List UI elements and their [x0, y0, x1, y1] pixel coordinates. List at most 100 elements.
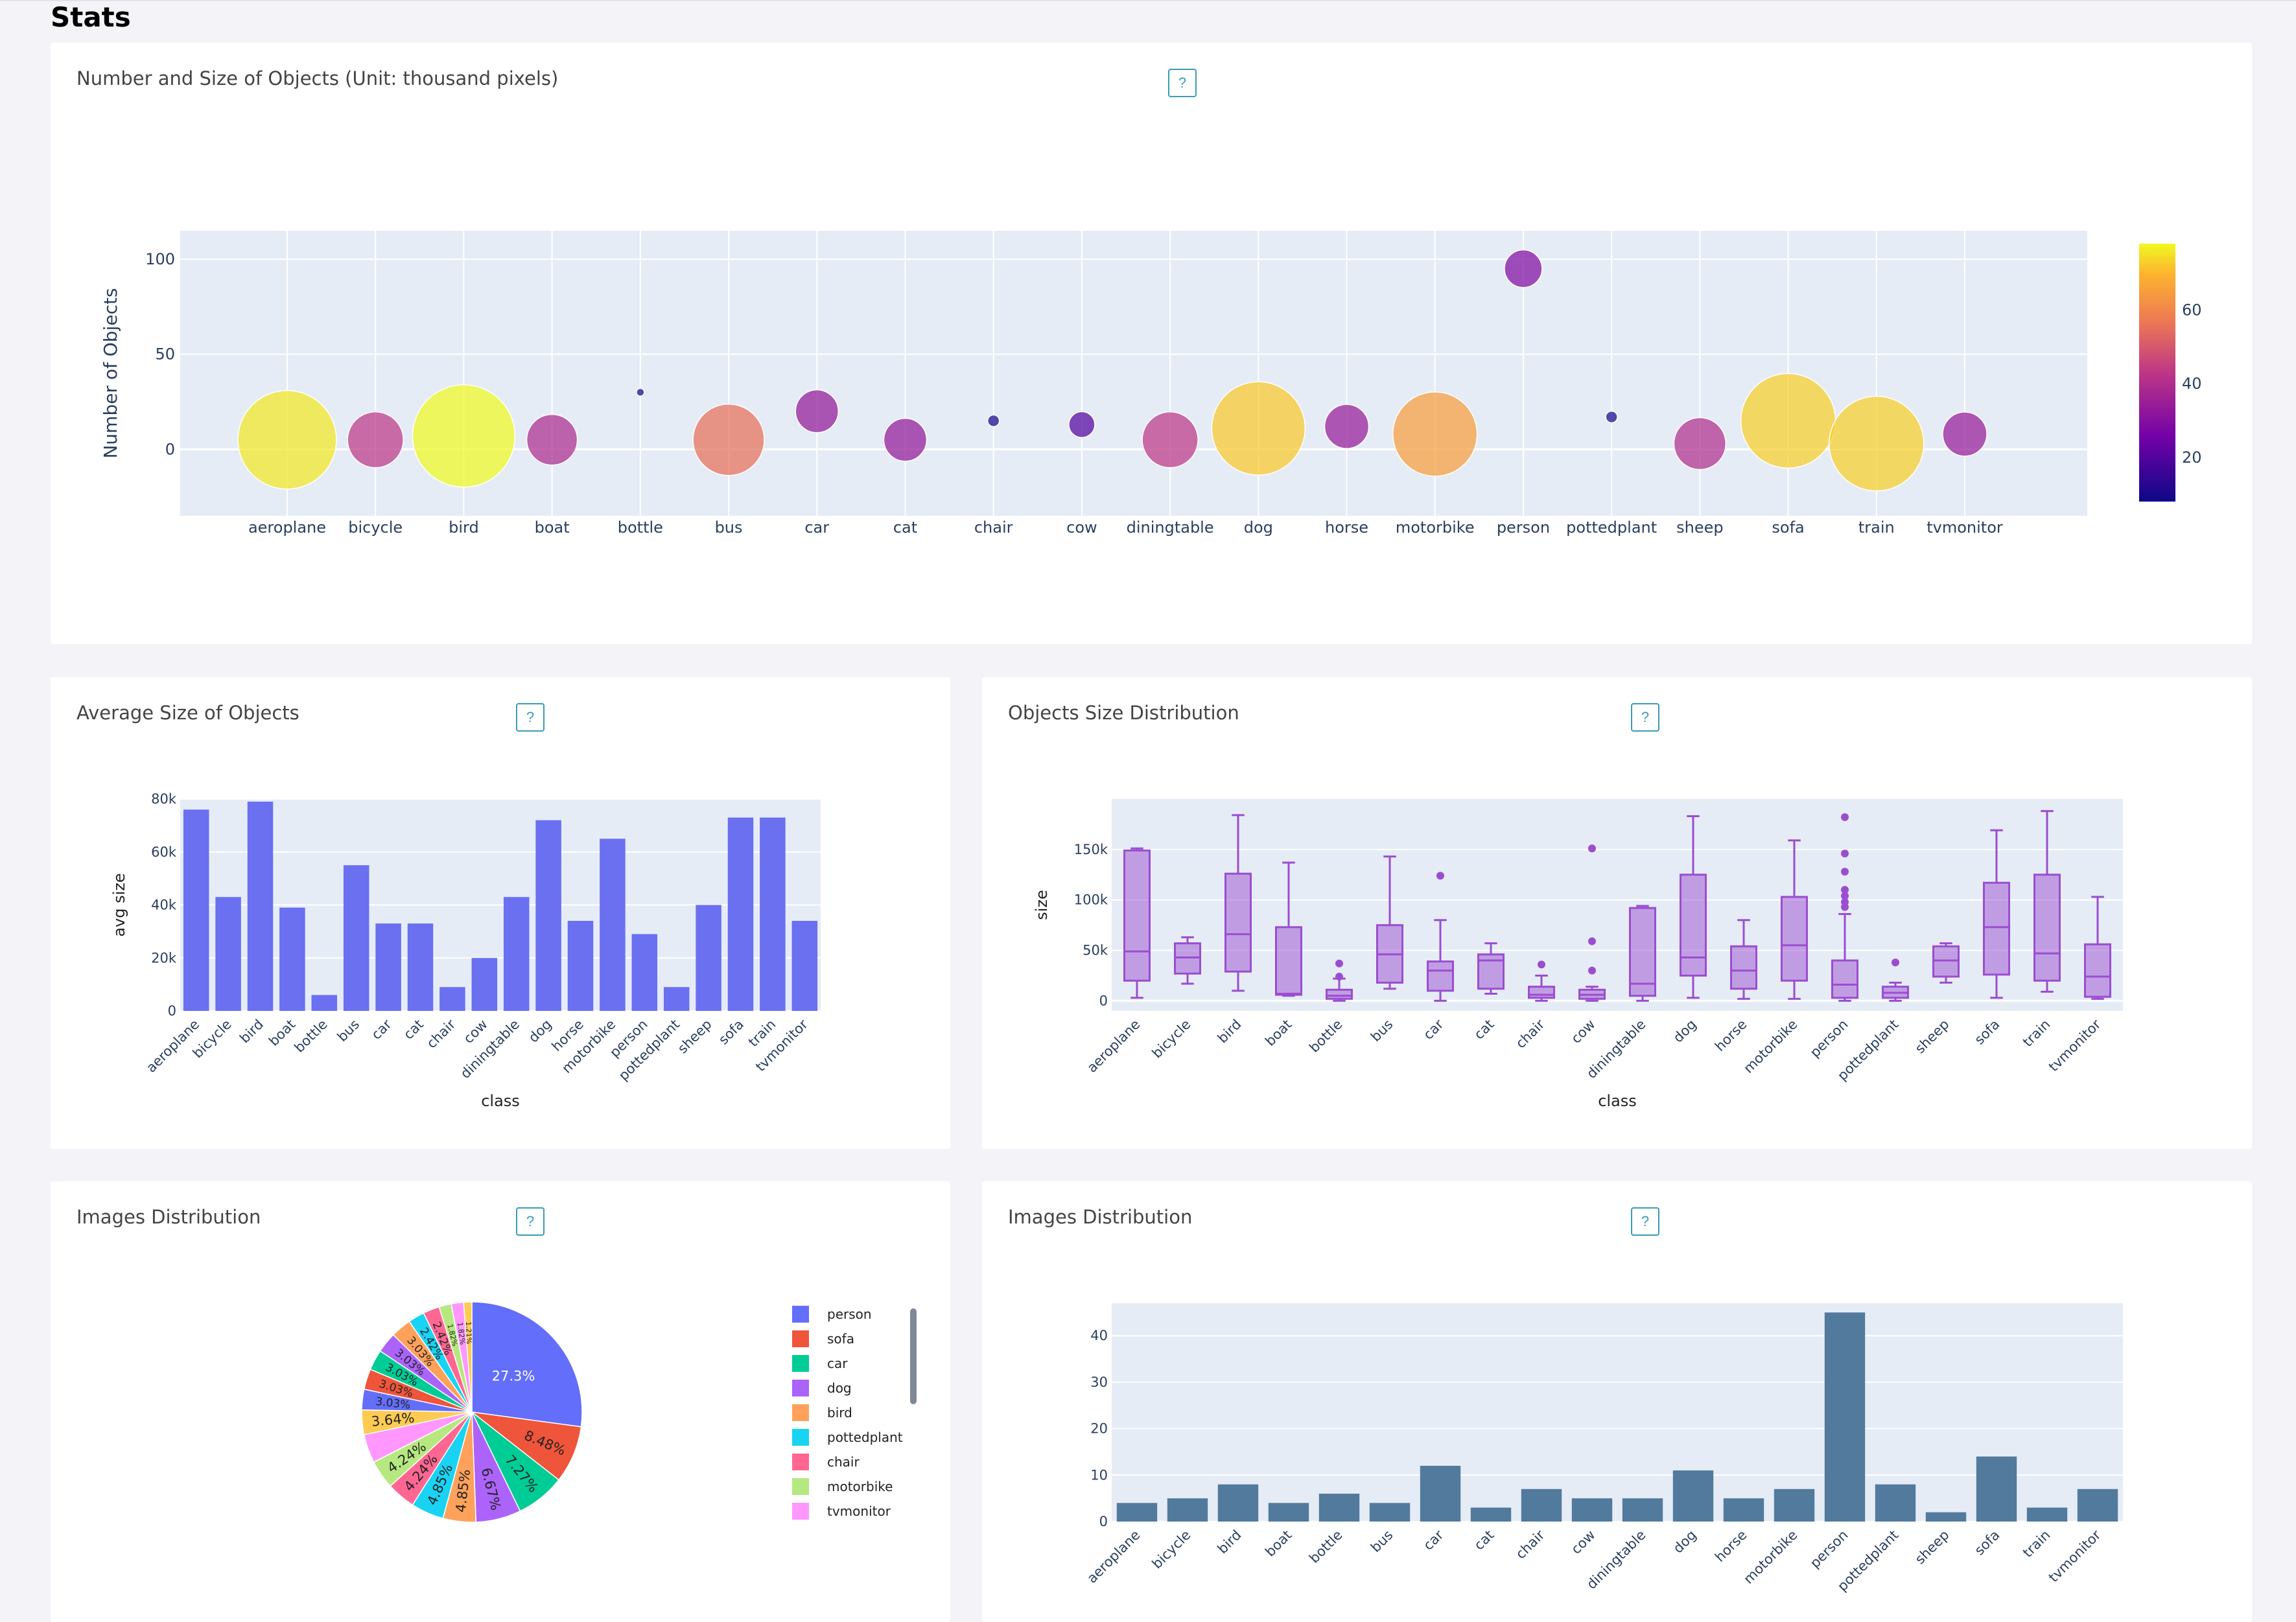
legend-item-chair[interactable]: chair: [792, 1452, 860, 1472]
legend-item-bird[interactable]: bird: [792, 1403, 852, 1422]
legend-item-pottedplant[interactable]: pottedplant: [792, 1428, 903, 1447]
avg-bar-person: [631, 934, 658, 1011]
box-outlier: [1335, 973, 1343, 981]
colorbar-tick-label: 20: [2182, 448, 2202, 467]
img-bar-x-tick-label: person: [1807, 1527, 1851, 1571]
pie-slice-sofa: [470, 1411, 582, 1481]
box-x-tick-label: car: [1420, 1016, 1447, 1043]
box-iqr-motorbike: [1781, 896, 1808, 982]
box-iqr-sheep: [1932, 945, 1960, 978]
img-bar-chair: [1521, 1489, 1562, 1522]
legend-label: pottedplant: [827, 1430, 903, 1445]
colorbar-tick-label: 60: [2182, 301, 2202, 319]
legend-label: chair: [827, 1454, 860, 1470]
box-iqr-boat: [1275, 926, 1302, 996]
bubble-point-tvmonitor: [1942, 411, 1987, 457]
img-bar-bottle: [1318, 1493, 1360, 1522]
img-bar-y-tick-label: 20: [1090, 1421, 1108, 1437]
avg-bar-bicycle: [215, 897, 241, 1011]
avg-y-tick-label: 80k: [151, 791, 177, 807]
avg-bar-train: [760, 817, 786, 1011]
box-outlier: [1841, 886, 1849, 894]
avg-y-tick-label: 40k: [151, 898, 177, 913]
pie-slice-label: 1.82%: [456, 1322, 467, 1345]
bubble-help-button[interactable]: ?: [1168, 69, 1197, 97]
img-bar-x-tick-label: boat: [1262, 1527, 1294, 1560]
page-title: Stats: [51, 1, 131, 33]
avg-help-button[interactable]: ?: [516, 703, 545, 732]
avg-y-tick-label: 20k: [151, 950, 177, 966]
img-bar-diningtable: [1622, 1498, 1663, 1522]
bubble-y-tick-label: 0: [165, 440, 175, 458]
legend-item-motorbike[interactable]: motorbike: [792, 1477, 893, 1496]
bubble-x-tick-label: person: [1497, 518, 1550, 537]
bubble-point-cat: [883, 417, 928, 462]
bubble-x-tick-label: tvmonitor: [1927, 518, 2003, 537]
bubble-point-bicycle: [347, 411, 404, 469]
box-x-tick-label: tvmonitor: [2046, 1016, 2104, 1074]
bubble-x-tick-label: sheep: [1676, 518, 1723, 537]
box-x-axis-label: class: [1598, 1092, 1637, 1110]
img-bar-bicycle: [1167, 1498, 1208, 1522]
box-x-tick-label: aeroplane: [1084, 1017, 1143, 1076]
images-pie-card: Images Distribution ? 27.3% 8.48% 7.27% 6.6…: [51, 1181, 950, 1622]
img-bar-train: [2026, 1507, 2068, 1522]
box-x-tick-label: sofa: [1971, 1017, 2002, 1048]
legend-label: motorbike: [827, 1479, 893, 1494]
legend-label: car: [827, 1356, 848, 1371]
box-x-tick-label: bus: [1368, 1017, 1396, 1045]
img-bar-plot-area: [1112, 1303, 2123, 1522]
avg-bar-car: [375, 923, 401, 1011]
bubble-x-tick-label: train: [1858, 518, 1895, 537]
avg-bar-pottedplant: [663, 987, 690, 1011]
img-bar-x-tick-label: dog: [1670, 1527, 1700, 1557]
legend-swatch: [792, 1355, 809, 1372]
pie-help-button[interactable]: ?: [516, 1207, 545, 1236]
bubble-x-tick-label: aeroplane: [248, 518, 326, 537]
legend-item-tvmonitor[interactable]: tvmonitor: [792, 1501, 891, 1521]
bubble-x-tick-label: boat: [535, 518, 570, 537]
colorbar-tick-label: 40: [2182, 375, 2202, 393]
avg-y-axis-label: avg size: [110, 873, 128, 936]
bubble-point-train: [1829, 395, 1925, 492]
avg-size-title: Average Size of Objects: [76, 702, 299, 724]
legend-item-car[interactable]: car: [792, 1354, 847, 1373]
bubble-chart-title: Number and Size of Objects (Unit: thousa…: [76, 67, 559, 89]
img-bar-x-tick-label: sheep: [1912, 1527, 1952, 1568]
img-bar-help-button[interactable]: ?: [1631, 1207, 1659, 1236]
legend-item-sofa[interactable]: sofa: [792, 1329, 854, 1349]
box-x-tick-label: motorbike: [1740, 1017, 1800, 1076]
legend-scrollbar[interactable]: [910, 1308, 917, 1404]
box-iqr-dog: [1680, 874, 1707, 977]
bubble-point-bird: [412, 384, 516, 488]
avg-x-tick-label: bird: [237, 1017, 266, 1047]
bubble-x-tick-label: diningtable: [1127, 518, 1214, 537]
img-bar-x-tick-label: car: [1420, 1527, 1447, 1553]
bubble-y-axis-label: Number of Objects: [100, 288, 121, 458]
legend-item-dog[interactable]: dog: [792, 1378, 852, 1398]
legend-item-person[interactable]: person: [792, 1304, 872, 1324]
bubble-point-bottle: [636, 388, 645, 397]
avg-bar-sheep: [696, 905, 721, 1011]
box-iqr-person: [1831, 959, 1858, 999]
avg-bar-motorbike: [600, 839, 626, 1011]
box-x-tick-label: chair: [1513, 1016, 1548, 1051]
bubble-x-tick-label: dog: [1244, 518, 1273, 537]
colorbar: [2139, 244, 2175, 502]
bubble-y-tick-label: 100: [145, 250, 175, 268]
box-iqr-bicycle: [1174, 942, 1201, 975]
box-plot-area: [1112, 799, 2123, 1011]
box-y-tick-label: 150k: [1074, 842, 1108, 857]
img-bar-person: [1824, 1312, 1866, 1522]
img-bar-x-tick-label: aeroplane: [1084, 1527, 1143, 1586]
legend-swatch: [792, 1478, 809, 1495]
avg-bar-diningtable: [503, 897, 530, 1011]
img-bar-bird: [1217, 1484, 1259, 1522]
avg-bar-boat: [279, 907, 305, 1011]
img-bar-aeroplane: [1116, 1503, 1158, 1522]
img-bar-x-tick-label: sofa: [1971, 1527, 2002, 1558]
bubble-point-dog: [1211, 381, 1306, 476]
box-help-button[interactable]: ?: [1631, 703, 1659, 732]
bubble-x-tick-label: cat: [893, 518, 917, 537]
avg-x-tick-label: sofa: [716, 1017, 747, 1048]
